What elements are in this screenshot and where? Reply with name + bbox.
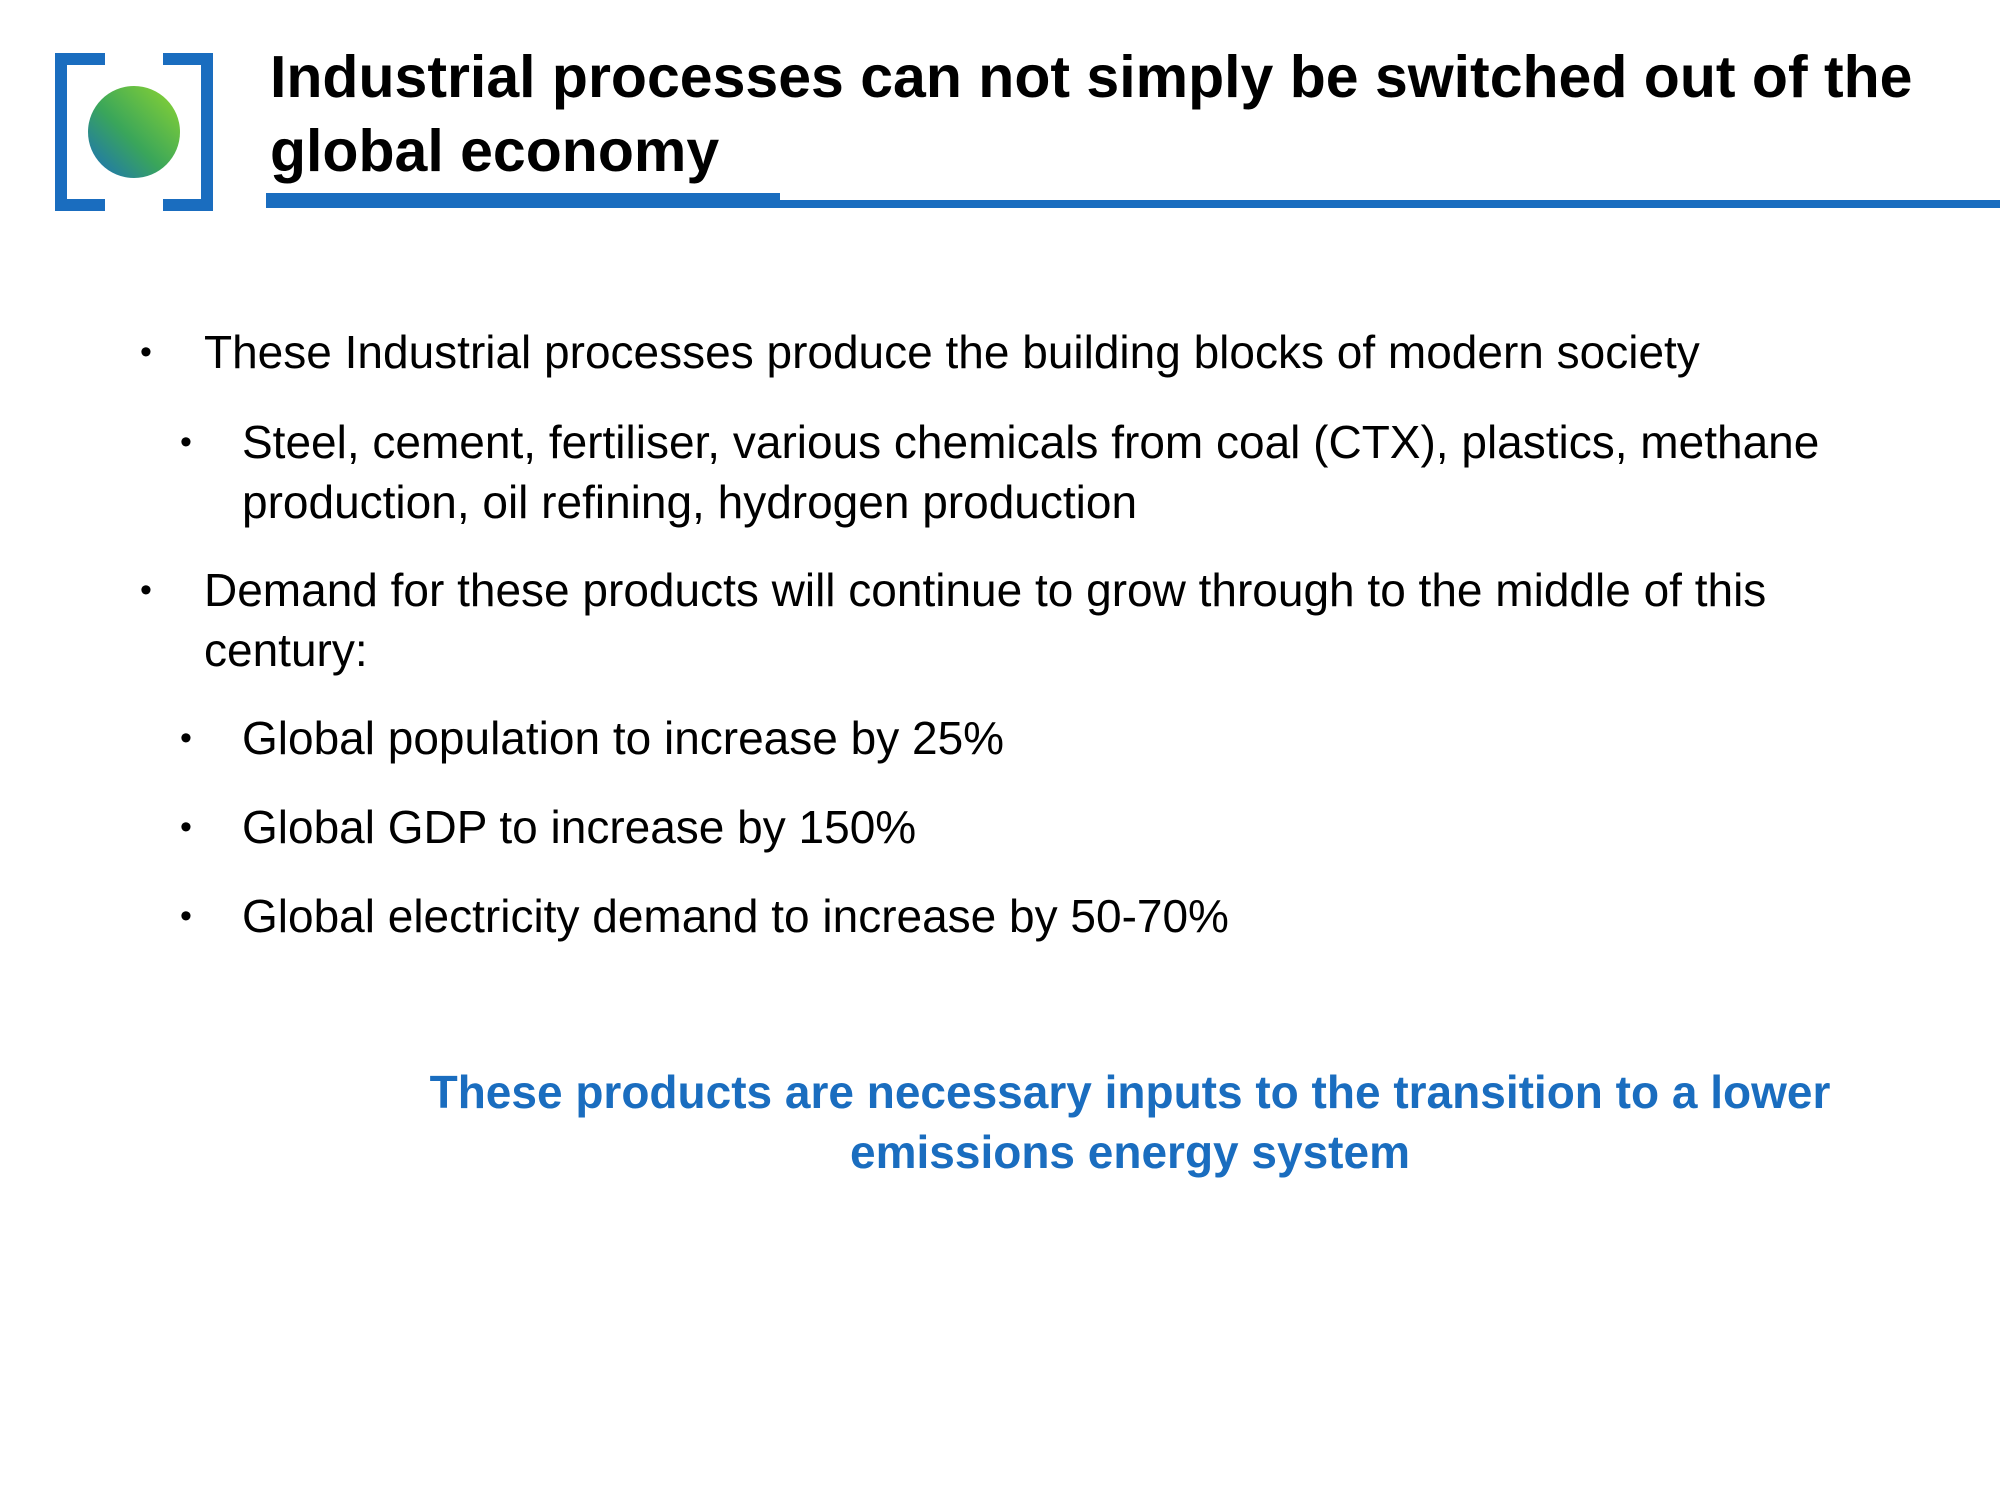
sub-bullet-item: • Steel, cement, fertiliser, various che…: [180, 412, 1842, 532]
bullet-dot-icon: •: [140, 333, 152, 371]
sub-bullet-item: • Global electricity demand to increase …: [180, 886, 1842, 946]
bullet-item: • These Industrial processes produce the…: [140, 322, 1844, 382]
bracketed-globe-logo-icon: [55, 53, 213, 211]
bullet-item: • Demand for these products will continu…: [140, 560, 1844, 680]
title-underline: [266, 200, 2000, 208]
bullet-dot-icon: •: [180, 897, 192, 935]
sub-bullet-item: • Global GDP to increase by 150%: [180, 797, 1842, 857]
bullet-dot-icon: •: [180, 719, 192, 757]
sub-bullet-text: Global electricity demand to increase by…: [242, 890, 1229, 942]
slide-title: Industrial processes can not simply be s…: [270, 44, 1913, 184]
bullet-dot-icon: •: [140, 571, 152, 609]
sub-bullet-text: Global GDP to increase by 150%: [242, 801, 917, 853]
bullet-text: Demand for these products will continue …: [204, 564, 1767, 676]
sub-bullet-item: • Global population to increase by 25%: [180, 708, 1842, 768]
conclusion-text: These products are necessary inputs to t…: [429, 1066, 1831, 1178]
bullet-text: These Industrial processes produce the b…: [204, 326, 1700, 378]
sub-bullet-text: Global population to increase by 25%: [242, 712, 1005, 764]
bullet-dot-icon: •: [180, 423, 192, 461]
title-underline-accent: [266, 193, 780, 203]
bullet-dot-icon: •: [180, 808, 192, 846]
sub-bullet-text: Steel, cement, fertiliser, various chemi…: [242, 416, 1820, 528]
